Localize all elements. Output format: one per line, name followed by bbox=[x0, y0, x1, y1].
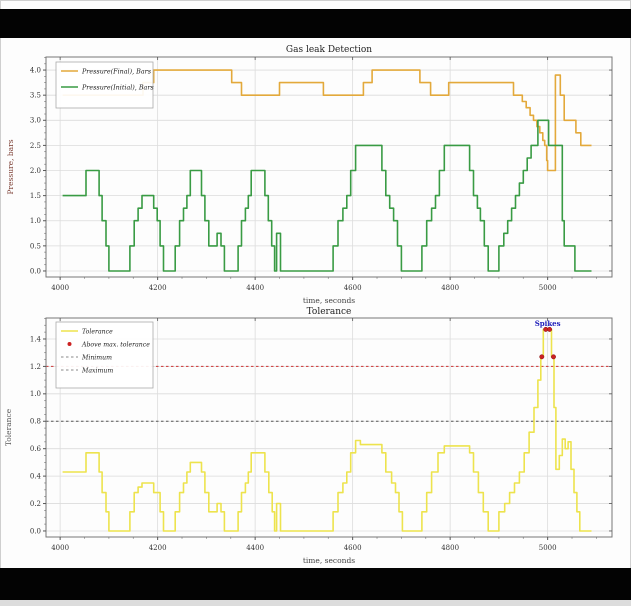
svg-text:1.2: 1.2 bbox=[30, 363, 41, 371]
svg-text:5000: 5000 bbox=[539, 284, 557, 292]
letterbox-bottom-bar bbox=[0, 568, 631, 600]
svg-text:0.0: 0.0 bbox=[30, 267, 41, 275]
top-chart-xlabel: time, seconds bbox=[303, 296, 355, 305]
svg-text:5000: 5000 bbox=[539, 544, 557, 552]
svg-text:0.6: 0.6 bbox=[30, 445, 42, 453]
svg-text:4.0: 4.0 bbox=[30, 66, 41, 74]
pressure-final-bars-line bbox=[62, 69, 592, 172]
svg-text:3.0: 3.0 bbox=[30, 117, 41, 125]
svg-text:Above max. tolerance: Above max. tolerance bbox=[81, 341, 150, 348]
svg-text:4800: 4800 bbox=[441, 284, 459, 292]
top-chart-legend: Pressure(Final), Bars Pressure(Initial), … bbox=[55, 61, 154, 109]
svg-text:1.4: 1.4 bbox=[30, 335, 42, 343]
svg-text:4200: 4200 bbox=[149, 284, 167, 292]
svg-text:0.0: 0.0 bbox=[30, 527, 41, 535]
above-max-dots bbox=[539, 326, 556, 360]
svg-text:0.2: 0.2 bbox=[30, 500, 41, 508]
top-chart: 4000 4200 4400 4600 4800 5000 0.0 0.5 1.0 1.5 2.0 2… bbox=[6, 45, 613, 305]
svg-text:1.0: 1.0 bbox=[30, 217, 41, 225]
bottom-chart-ylabel: Tolerance bbox=[4, 408, 13, 446]
bottom-chart: 4000 4200 4400 4600 4800 5000 0.0 0.2 0.4 0.6 0.8 1… bbox=[4, 307, 613, 565]
bottom-chart-xlabel: time, seconds bbox=[303, 556, 355, 565]
top-chart-axes: 4000 4200 4400 4600 4800 5000 0.0 0.5 1.0 1.5 2.0 2… bbox=[30, 57, 612, 292]
svg-text:Tolerance: Tolerance bbox=[82, 328, 113, 335]
bottom-edge-strip bbox=[0, 600, 631, 606]
svg-text:4800: 4800 bbox=[441, 544, 459, 552]
svg-text:2.5: 2.5 bbox=[30, 142, 41, 150]
bottom-chart-frame bbox=[45, 317, 613, 538]
svg-text:0.5: 0.5 bbox=[30, 242, 41, 250]
svg-text:4200: 4200 bbox=[149, 544, 167, 552]
svg-text:0.8: 0.8 bbox=[30, 418, 41, 426]
svg-text:4600: 4600 bbox=[344, 284, 362, 292]
svg-text:2.0: 2.0 bbox=[30, 167, 41, 175]
top-chart-title: Gas leak Detection bbox=[286, 45, 372, 55]
bottom-chart-axes: 4000 4200 4400 4600 4800 5000 0.0 0.2 0.4 0.6 0.8 1… bbox=[30, 318, 612, 552]
top-chart-frame bbox=[45, 56, 613, 278]
svg-text:0.4: 0.4 bbox=[30, 473, 42, 481]
svg-text:Minimum: Minimum bbox=[81, 354, 112, 361]
svg-text:1.0: 1.0 bbox=[30, 390, 41, 398]
svg-text:1.5: 1.5 bbox=[30, 192, 41, 200]
bottom-chart-title: Tolerance bbox=[307, 307, 352, 317]
tolerance-line bbox=[62, 328, 592, 532]
pressure-initial-bars-line bbox=[62, 119, 592, 272]
spikes-annotation: Spikes bbox=[535, 319, 561, 328]
svg-text:Pressure(Initial), Bars: Pressure(Initial), Bars bbox=[81, 83, 154, 91]
top-chart-ylabel: Pressure, bars bbox=[6, 139, 15, 194]
svg-text:Pressure(Final), Bars: Pressure(Final), Bars bbox=[81, 67, 152, 75]
letterbox-top-bar bbox=[0, 9, 631, 38]
svg-text:4000: 4000 bbox=[51, 544, 69, 552]
svg-text:Maximum: Maximum bbox=[81, 367, 113, 374]
svg-text:4400: 4400 bbox=[246, 284, 264, 292]
bottom-chart-legend: Tolerance Above max. tolerance Minimum Maxi… bbox=[55, 321, 154, 389]
svg-text:4000: 4000 bbox=[51, 284, 69, 292]
svg-text:4600: 4600 bbox=[344, 544, 362, 552]
svg-text:4400: 4400 bbox=[246, 544, 264, 552]
svg-text:3.5: 3.5 bbox=[30, 92, 41, 100]
charts-canvas: 4000 4200 4400 4600 4800 5000 0.0 0.5 1.0 1.5 2.0 2… bbox=[4, 45, 613, 565]
